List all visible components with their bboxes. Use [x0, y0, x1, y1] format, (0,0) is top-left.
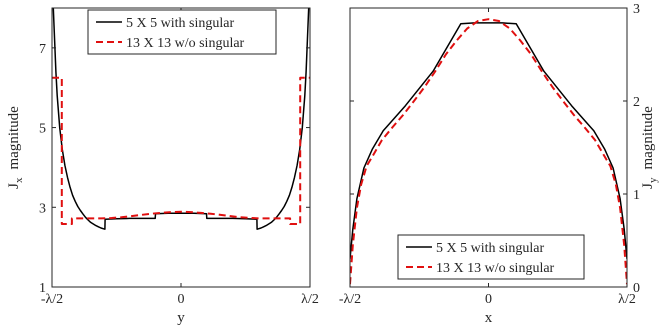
x-tick-label: -λ/2	[41, 292, 63, 307]
x-tick-label: -λ/2	[339, 292, 361, 307]
x-tick-label: 0	[485, 292, 492, 307]
y-axis-label-subscript: y	[647, 177, 659, 183]
x-tick-label: λ/2	[301, 292, 319, 307]
y-axis-label-rest: magnitude	[640, 106, 656, 170]
x-axis-label: y	[177, 310, 185, 326]
legend-label-without-singular: 13 X 13 w/o singular	[436, 261, 555, 276]
y-axis-label-subscript: x	[13, 177, 25, 183]
series-line-without-singular	[350, 18, 627, 285]
legend-box	[397, 234, 585, 280]
x-tick-label: λ/2	[618, 292, 636, 307]
legend-label-without-singular: 13 X 13 w/o singular	[126, 36, 245, 51]
x-tick-label: 0	[178, 292, 185, 307]
y-axis-label: Jx magnitude	[6, 106, 25, 189]
series-line-with-singular	[350, 22, 627, 260]
y-tick-label: 3	[39, 201, 46, 216]
y-tick-label: 2	[633, 95, 640, 110]
x-axis-label: x	[485, 310, 493, 326]
y-tick-label: 1	[633, 188, 640, 203]
y-tick-label: 3	[633, 2, 640, 17]
y-tick-label: 5	[39, 122, 46, 137]
y-tick-label: 0	[633, 281, 640, 296]
legend-label-with-singular: 5 X 5 with singular	[436, 241, 544, 256]
legend-box	[87, 9, 277, 55]
chart-panel-1: -λ/2 0 λ/2 1 3 5 7 y Jx magnitude 5 X 5 with singu…	[6, 7, 319, 326]
legend: 5 X 5 with singular 13 X 13 w/o singular	[397, 234, 585, 280]
y-tick-label: 1	[39, 281, 46, 296]
legend-label-with-singular: 5 X 5 with singular	[126, 16, 234, 31]
y-axis-label: Jy magnitude	[640, 106, 659, 189]
y-axis-label-main: J	[640, 183, 656, 189]
series-line-with-singular	[52, 8, 310, 230]
series-line-without-singular	[52, 76, 310, 225]
y-tick-label: 7	[39, 42, 46, 57]
legend: 5 X 5 with singular 13 X 13 w/o singular	[87, 9, 277, 55]
y-axis-label-rest: magnitude	[6, 106, 22, 170]
y-axis-label-main: J	[6, 183, 22, 189]
